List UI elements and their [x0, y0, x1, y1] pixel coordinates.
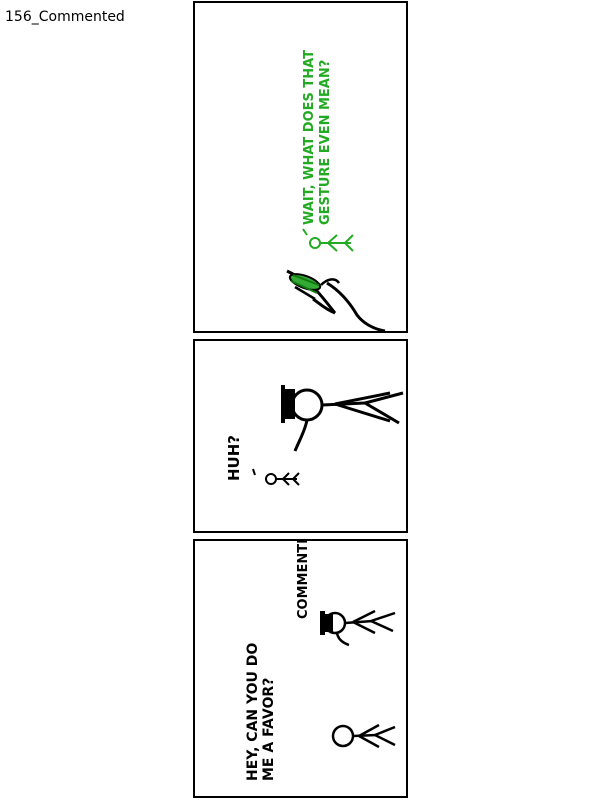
comic-panel-1: WAIT, WHAT DOES THAT GESTURE EVEN MEAN?: [193, 1, 408, 333]
comic-caption: 156_Commented: [5, 9, 125, 25]
hat-guy-figure: [325, 611, 395, 645]
panel-2-speech: HUH?: [225, 435, 243, 481]
panel-1-drawing: WAIT, WHAT DOES THAT GESTURE EVEN MEAN?: [195, 3, 406, 331]
gesturing-hand: [287, 271, 385, 331]
comic-panel-3: COMMENTED! HEY, CAN YOU DO ME A FAVOR?: [193, 539, 408, 798]
small-stick-figure: [266, 473, 299, 485]
green-stick-figure: [310, 235, 353, 251]
hat-guy-figure: [292, 390, 403, 451]
hat-icon: [320, 611, 325, 635]
comic-panel-2: HUH?: [193, 339, 408, 533]
panel-1-speech-line-1: WAIT, WHAT DOES THAT: [302, 50, 317, 225]
panel-3-speech-line-2: ME A FAVOR?: [261, 678, 277, 781]
panel-1-speech-line-2: GESTURE EVEN MEAN?: [318, 60, 333, 225]
plain-stick-figure: [333, 725, 395, 747]
panel-2-drawing: HUH?: [195, 341, 406, 531]
panel-3-speech-line-1: HEY, CAN YOU DO: [245, 643, 261, 781]
panel-3-drawing: COMMENTED! HEY, CAN YOU DO ME A FAVOR?: [195, 541, 406, 796]
hat-icon: [285, 389, 295, 419]
panel-3-hat-speech: COMMENTED!: [296, 541, 311, 619]
